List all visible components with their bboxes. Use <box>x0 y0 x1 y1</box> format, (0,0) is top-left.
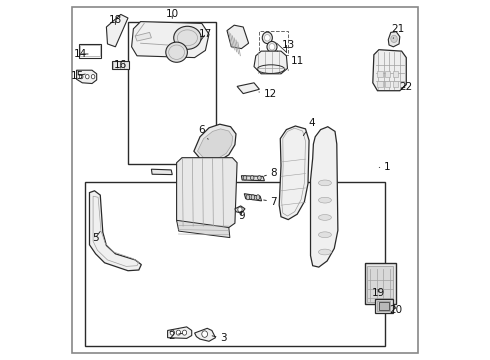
Polygon shape <box>151 169 172 175</box>
Polygon shape <box>194 124 236 163</box>
Ellipse shape <box>318 232 331 238</box>
Ellipse shape <box>202 331 208 337</box>
Text: 5: 5 <box>92 231 100 243</box>
Ellipse shape <box>246 195 250 200</box>
Ellipse shape <box>251 195 255 200</box>
Text: 3: 3 <box>212 333 227 343</box>
Ellipse shape <box>174 26 201 49</box>
Polygon shape <box>242 176 265 181</box>
Polygon shape <box>90 191 141 271</box>
Polygon shape <box>135 32 151 41</box>
Bar <box>377 301 391 311</box>
Ellipse shape <box>176 330 180 335</box>
Bar <box>375 299 392 313</box>
Polygon shape <box>168 327 192 338</box>
Text: 11: 11 <box>288 56 304 70</box>
Text: 18: 18 <box>109 15 122 25</box>
Ellipse shape <box>318 197 331 203</box>
Ellipse shape <box>238 207 242 212</box>
Bar <box>368 266 393 302</box>
Text: 4: 4 <box>303 118 315 136</box>
Polygon shape <box>176 158 237 228</box>
Polygon shape <box>132 22 209 58</box>
Bar <box>385 71 391 77</box>
Text: 19: 19 <box>371 288 385 298</box>
Ellipse shape <box>265 35 270 41</box>
Ellipse shape <box>262 32 272 44</box>
Ellipse shape <box>258 176 261 180</box>
Text: 14: 14 <box>74 49 88 59</box>
Bar <box>365 263 396 304</box>
Text: 6: 6 <box>198 125 208 139</box>
Bar <box>377 81 383 87</box>
Polygon shape <box>195 328 216 341</box>
Text: 13: 13 <box>277 40 295 51</box>
Text: 12: 12 <box>259 89 277 99</box>
Polygon shape <box>227 25 248 49</box>
Text: 20: 20 <box>390 304 403 315</box>
Ellipse shape <box>250 176 254 180</box>
Text: 17: 17 <box>199 29 212 40</box>
Polygon shape <box>176 220 230 238</box>
Bar <box>259 31 288 55</box>
Bar <box>80 45 99 56</box>
Bar <box>112 61 129 69</box>
Ellipse shape <box>170 330 174 335</box>
Text: 22: 22 <box>400 82 413 92</box>
Text: 8: 8 <box>264 168 277 178</box>
Ellipse shape <box>166 42 187 62</box>
Ellipse shape <box>86 75 89 79</box>
Bar <box>392 81 398 87</box>
Polygon shape <box>373 50 406 91</box>
Bar <box>79 44 101 58</box>
Polygon shape <box>311 127 338 267</box>
Polygon shape <box>388 32 400 47</box>
Ellipse shape <box>91 75 95 79</box>
Polygon shape <box>106 14 128 47</box>
Ellipse shape <box>79 75 83 79</box>
Text: 1: 1 <box>379 162 391 172</box>
Ellipse shape <box>269 44 275 50</box>
Polygon shape <box>254 51 288 74</box>
Bar <box>85 182 386 346</box>
Ellipse shape <box>318 249 331 255</box>
Ellipse shape <box>182 330 187 335</box>
Bar <box>128 22 216 164</box>
Text: 7: 7 <box>264 197 277 207</box>
Text: 15: 15 <box>71 71 85 81</box>
Ellipse shape <box>267 41 277 52</box>
Ellipse shape <box>243 176 247 180</box>
Polygon shape <box>197 129 233 160</box>
Polygon shape <box>245 194 262 201</box>
Text: 2: 2 <box>168 330 182 341</box>
Text: 10: 10 <box>166 9 179 19</box>
Bar <box>385 81 391 87</box>
Polygon shape <box>235 206 245 213</box>
Ellipse shape <box>256 195 260 200</box>
Ellipse shape <box>318 215 331 220</box>
Ellipse shape <box>391 35 397 42</box>
Polygon shape <box>76 70 97 84</box>
Text: 21: 21 <box>392 24 405 39</box>
Text: 16: 16 <box>114 60 127 70</box>
Polygon shape <box>279 126 309 220</box>
Text: 9: 9 <box>238 211 245 221</box>
Bar <box>377 71 383 77</box>
Polygon shape <box>237 83 259 94</box>
Bar <box>392 71 398 77</box>
Bar <box>379 302 389 310</box>
Ellipse shape <box>318 180 331 186</box>
